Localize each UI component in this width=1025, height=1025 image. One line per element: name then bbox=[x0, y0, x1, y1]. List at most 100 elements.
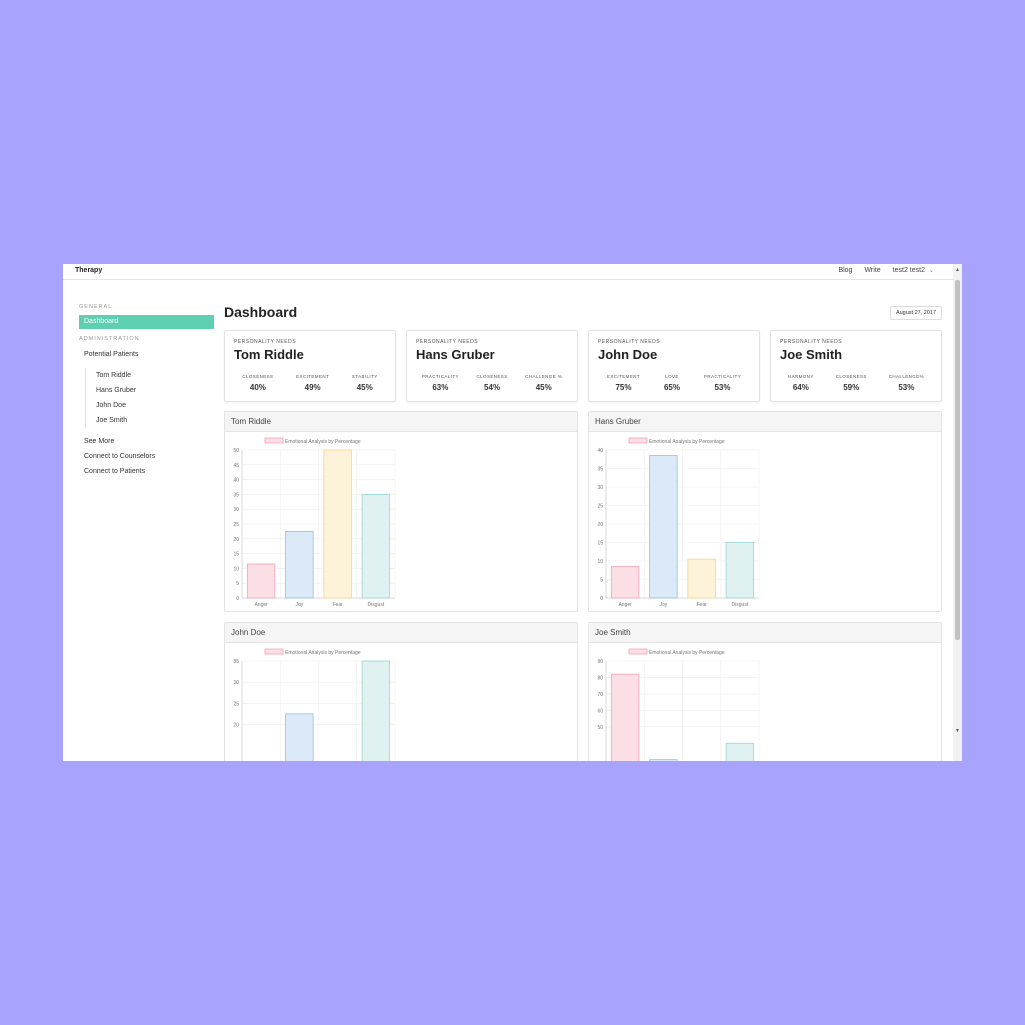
x-tick-label: Fear bbox=[696, 602, 707, 608]
y-tick-label: 20 bbox=[233, 537, 239, 543]
y-tick-label: 10 bbox=[597, 559, 603, 565]
chart-panel: John Doe Emotional Analysis by Percentag… bbox=[224, 622, 578, 761]
bar-joy bbox=[649, 455, 678, 599]
metric-value: 75% bbox=[615, 383, 632, 392]
scrollbar[interactable]: ▲ ▼ bbox=[953, 264, 962, 761]
metric-value: 40% bbox=[249, 383, 266, 392]
app-window: Therapy Blog Write test2 test2 ⌄ ▲ ▼ GEN… bbox=[63, 264, 962, 761]
patients-submenu: Tom Riddle Hans Gruber John Doe Joe Smit… bbox=[85, 368, 214, 428]
y-tick-label: 15 bbox=[597, 541, 603, 547]
y-tick-label: 60 bbox=[597, 708, 603, 714]
sidebar-item-john-doe[interactable]: John Doe bbox=[96, 402, 126, 409]
y-tick-label: 70 bbox=[597, 692, 603, 698]
personality-card: PERSONALITY NEEDS John Doe EXCITEMENT 75%… bbox=[588, 330, 760, 402]
chart-panel-title: Tom Riddle bbox=[225, 412, 577, 432]
y-tick-label: 25 bbox=[233, 701, 239, 707]
y-tick-label: 20 bbox=[597, 522, 603, 528]
emotion-chart: Emotional Analysis by Percentage 0 5 10 15 20… bbox=[233, 437, 396, 608]
nav-write-link[interactable]: Write bbox=[864, 267, 881, 274]
sidebar-item-joe-smith[interactable]: Joe Smith bbox=[96, 417, 128, 424]
card-eyebrow: PERSONALITY NEEDS bbox=[416, 339, 479, 345]
sidebar-item-hans-gruber[interactable]: Hans Gruber bbox=[96, 387, 137, 394]
metric-label: PRACTICALITY bbox=[703, 374, 742, 379]
scrollbar-thumb[interactable] bbox=[955, 280, 960, 640]
bar-disgust bbox=[361, 660, 391, 761]
card-eyebrow: PERSONALITY NEEDS bbox=[598, 339, 661, 345]
metric: CHALLENGE% 53% bbox=[889, 374, 924, 392]
y-tick-label: 80 bbox=[597, 675, 603, 681]
bar-fear bbox=[687, 558, 716, 599]
bar-disgust bbox=[725, 742, 755, 761]
metric-value: 49% bbox=[304, 383, 321, 392]
bar-disgust bbox=[725, 542, 755, 599]
metric: CHALLENGE % 45% bbox=[525, 374, 562, 392]
metric-value: 53% bbox=[714, 383, 731, 392]
y-tick-label: 5 bbox=[236, 581, 239, 587]
page-title: Dashboard bbox=[224, 304, 298, 320]
nav-blog-link[interactable]: Blog bbox=[838, 267, 853, 274]
y-tick-label: 45 bbox=[233, 463, 239, 469]
card-eyebrow: PERSONALITY NEEDS bbox=[234, 339, 297, 345]
sidebar-section-administration: ADMINISTRATION bbox=[79, 336, 140, 342]
metric: PRACTICALITY 63% bbox=[422, 374, 459, 392]
bar-joy bbox=[649, 759, 678, 761]
y-tick-label: 10 bbox=[233, 566, 239, 572]
metric-label: EXCITEMENT bbox=[296, 374, 330, 379]
bar-anger bbox=[610, 566, 640, 599]
bar-joy bbox=[285, 713, 314, 761]
personality-card: PERSONALITY NEEDS Joe Smith HARMONY 64% C… bbox=[770, 330, 942, 402]
sidebar-item-potential-patients[interactable]: Potential Patients bbox=[84, 351, 139, 358]
x-tick-label: Joy bbox=[295, 602, 303, 608]
card-patient-name: John Doe bbox=[598, 347, 658, 362]
metric-value: 64% bbox=[792, 383, 809, 392]
y-tick-label: 90 bbox=[597, 659, 603, 665]
metric: EXCITEMENT 75% bbox=[607, 374, 640, 392]
legend-label: Emotional Analysis by Percentage bbox=[649, 439, 725, 445]
sidebar-item-tom-riddle[interactable]: Tom Riddle bbox=[96, 372, 132, 379]
legend-swatch bbox=[264, 437, 284, 444]
y-tick-label: 40 bbox=[233, 478, 239, 484]
bar-anger bbox=[610, 673, 640, 761]
user-name: test2 test2 bbox=[892, 267, 925, 274]
user-menu[interactable]: test2 test2 ⌄ bbox=[893, 267, 934, 274]
metric: PRACTICALITY 53% bbox=[704, 374, 741, 392]
brand-logo[interactable]: Therapy bbox=[75, 267, 103, 274]
chart-panel-title: Hans Gruber bbox=[589, 412, 941, 432]
metric-label: PRACTICALITY bbox=[421, 374, 459, 379]
metric: CLOSENESS 59% bbox=[836, 374, 867, 392]
metric-label: CHALLENGE % bbox=[525, 374, 563, 379]
metric-label: CLOSENESS bbox=[242, 374, 274, 379]
y-tick-label: 5 bbox=[600, 578, 603, 584]
metric-label: CLOSENESS bbox=[835, 374, 867, 379]
bar-anger bbox=[246, 563, 276, 599]
legend-swatch bbox=[628, 437, 648, 444]
card-patient-name: Tom Riddle bbox=[234, 347, 304, 362]
legend-swatch bbox=[628, 648, 648, 655]
bar-fear bbox=[323, 449, 352, 599]
scroll-up-arrow-icon[interactable]: ▲ bbox=[955, 267, 960, 273]
x-tick-label: Fear bbox=[332, 602, 343, 608]
y-tick-label: 35 bbox=[233, 659, 239, 665]
x-tick-label: Anger bbox=[254, 602, 268, 608]
sidebar-item-dashboard[interactable]: Dashboard bbox=[79, 315, 214, 329]
emotion-chart: Emotional Analysis by Percentage 50 60 70 80… bbox=[597, 648, 760, 761]
y-tick-label: 50 bbox=[597, 725, 603, 731]
y-tick-label: 50 bbox=[233, 448, 239, 454]
y-tick-label: 15 bbox=[233, 552, 239, 558]
sidebar-item-connect-patients[interactable]: Connect to Patients bbox=[84, 468, 146, 475]
top-navbar: Therapy Blog Write test2 test2 ⌄ bbox=[63, 264, 962, 280]
metric-label: CLOSENESS bbox=[476, 374, 508, 379]
chart-panel: Joe Smith Emotional Analysis by Percenta… bbox=[588, 622, 942, 761]
x-tick-label: Disgust bbox=[368, 602, 385, 608]
metric-value: 45% bbox=[356, 383, 373, 392]
chart-panel-title: John Doe bbox=[225, 623, 577, 643]
metric: LOVE 65% bbox=[664, 374, 680, 392]
y-tick-label: 30 bbox=[233, 680, 239, 686]
scroll-down-arrow-icon[interactable]: ▼ bbox=[955, 728, 960, 734]
metric-value: 63% bbox=[432, 383, 449, 392]
date-picker-button[interactable]: August 27, 2017 bbox=[889, 306, 942, 320]
emotion-chart: Emotional Analysis by Percentage 20 25 30 35… bbox=[233, 648, 396, 761]
sidebar-item-see-more[interactable]: See More bbox=[84, 438, 115, 445]
sidebar-item-connect-counselors[interactable]: Connect to Counselors bbox=[84, 453, 156, 460]
metric-label: CHALLENGE% bbox=[888, 374, 924, 379]
